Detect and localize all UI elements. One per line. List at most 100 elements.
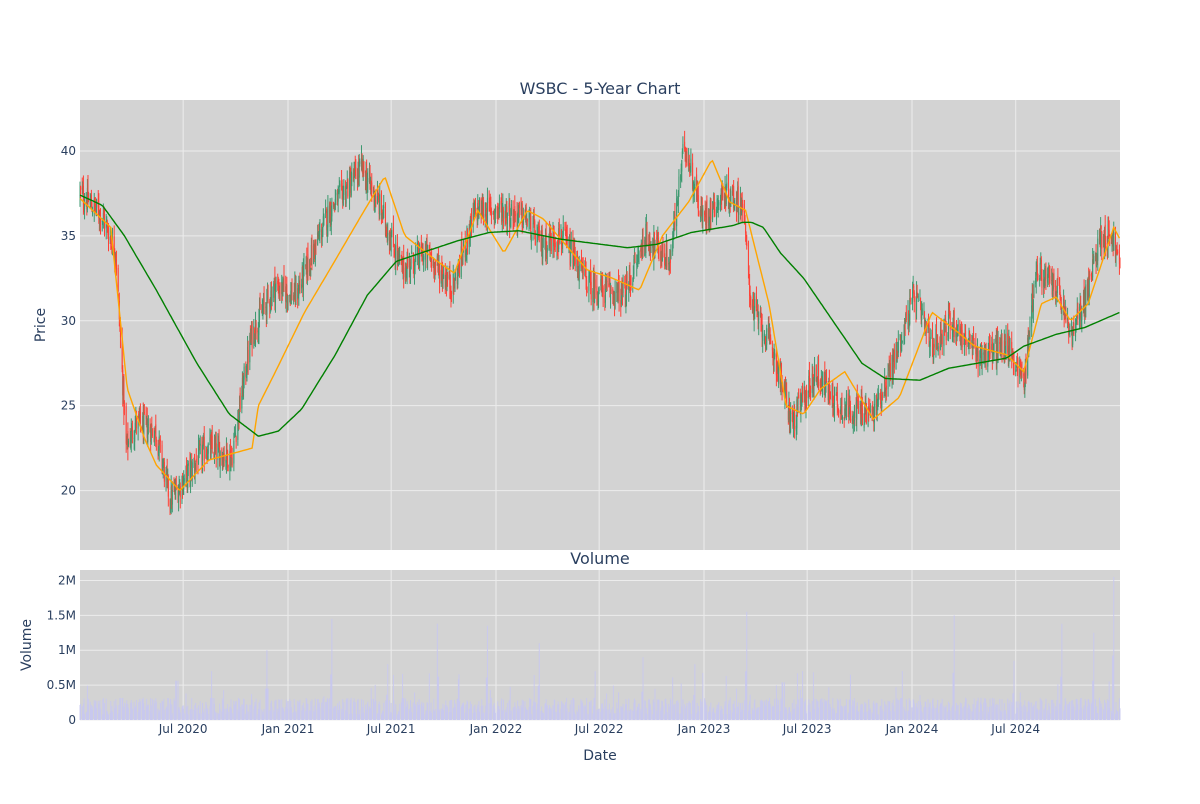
- candle-body: [233, 432, 235, 438]
- candle-body: [469, 217, 471, 238]
- volume-bar: [382, 711, 384, 720]
- volume-bar: [845, 705, 847, 720]
- candle-body: [462, 251, 464, 258]
- candle-body: [1024, 358, 1026, 385]
- volume-bar: [688, 701, 690, 720]
- candle-body: [1016, 360, 1018, 367]
- volume-bar: [939, 703, 941, 720]
- volume-bar: [931, 708, 933, 720]
- volume-bar: [865, 703, 867, 720]
- volume-bar: [213, 698, 215, 720]
- volume-bar: [746, 611, 748, 720]
- candle-body: [461, 260, 463, 262]
- candle-body: [362, 159, 364, 174]
- volume-bar: [753, 702, 755, 720]
- volume-bar: [171, 713, 173, 720]
- volume-bar: [259, 709, 261, 720]
- candle-body: [554, 242, 556, 248]
- candle-body: [757, 310, 759, 314]
- candle-body: [995, 338, 997, 362]
- candle-body: [282, 279, 284, 297]
- candle-body: [269, 301, 271, 307]
- volume-bar: [796, 713, 798, 720]
- candle-body: [1003, 340, 1005, 363]
- candle-body: [1027, 335, 1029, 351]
- candle-body: [876, 408, 878, 411]
- candle-body: [427, 245, 429, 259]
- volume-bar: [1104, 699, 1106, 720]
- volume-bar: [361, 713, 363, 720]
- candle-body: [525, 207, 527, 217]
- volume-bar: [712, 708, 714, 720]
- candle-body: [414, 270, 416, 275]
- volume-bar: [338, 701, 340, 720]
- candle-body: [901, 341, 903, 343]
- volume-bar: [904, 709, 906, 720]
- volume-bar: [877, 714, 879, 720]
- candle-body: [851, 418, 853, 421]
- candle-body: [1100, 225, 1102, 229]
- volume-bar: [122, 698, 124, 720]
- volume-bar: [590, 700, 592, 720]
- volume-bar: [783, 682, 785, 720]
- candle-body: [1019, 363, 1021, 365]
- volume-bar: [544, 703, 546, 720]
- volume-bar: [374, 701, 376, 720]
- volume-bar: [1084, 699, 1086, 720]
- volume-bar: [634, 700, 636, 720]
- candle-body: [856, 398, 858, 420]
- candle-body: [1028, 331, 1030, 348]
- x-tick-label: Jan 2023: [677, 722, 731, 736]
- volume-bar: [824, 701, 826, 720]
- volume-bar: [605, 711, 607, 720]
- candle-body: [540, 237, 542, 252]
- candle-body: [645, 225, 647, 226]
- volume-bar: [825, 700, 827, 720]
- candle-body: [573, 248, 575, 265]
- candle-body: [396, 242, 398, 259]
- candle-body: [633, 257, 635, 259]
- candle-body: [207, 456, 209, 460]
- volume-bar: [963, 706, 965, 720]
- volume-bar: [207, 714, 209, 720]
- volume-bar: [481, 699, 483, 720]
- volume-bar: [1036, 708, 1038, 720]
- volume-bar: [1080, 698, 1082, 720]
- candle-body: [1113, 232, 1115, 251]
- volume-bar: [143, 703, 145, 720]
- volume-bar: [736, 713, 738, 720]
- volume-bar: [517, 711, 519, 720]
- candle-body: [965, 340, 967, 345]
- volume-bar: [270, 700, 272, 720]
- candle-body: [100, 213, 102, 225]
- volume-bar: [500, 700, 502, 720]
- candle-body: [522, 216, 524, 225]
- volume-bar: [869, 710, 871, 720]
- candle-body: [338, 189, 340, 193]
- volume-bar: [439, 709, 441, 720]
- volume-bar: [945, 707, 947, 720]
- candle-body: [713, 194, 715, 213]
- volume-bar: [134, 707, 136, 720]
- volume-bar: [669, 698, 671, 720]
- candle-body: [530, 216, 532, 239]
- price-plot-area: [80, 100, 1120, 550]
- volume-bar: [685, 706, 687, 720]
- candle-body: [1104, 226, 1106, 250]
- candle-body: [665, 264, 667, 269]
- candle-body: [741, 202, 743, 207]
- candle-body: [379, 194, 381, 216]
- volume-bar: [983, 702, 985, 720]
- volume-bar: [796, 673, 798, 720]
- volume-bar: [358, 714, 360, 720]
- volume-bar: [640, 709, 642, 720]
- candle-body: [794, 411, 796, 430]
- volume-bar: [584, 704, 586, 720]
- volume-bar: [417, 711, 419, 720]
- volume-bar: [549, 705, 551, 720]
- volume-bar: [791, 702, 793, 720]
- volume-bar: [1007, 698, 1009, 720]
- volume-bar: [792, 708, 794, 720]
- volume-bar: [532, 705, 534, 720]
